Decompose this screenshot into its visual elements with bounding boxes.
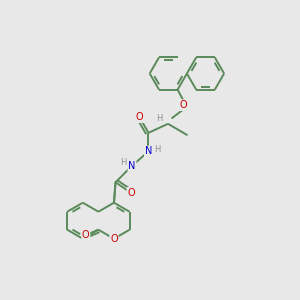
Text: H: H	[120, 158, 127, 167]
Text: O: O	[82, 230, 90, 240]
Text: H: H	[156, 114, 162, 123]
Text: N: N	[128, 161, 136, 171]
Text: O: O	[110, 234, 118, 244]
Text: O: O	[127, 188, 135, 198]
Text: H: H	[154, 145, 160, 154]
Text: N: N	[145, 146, 152, 156]
Text: O: O	[179, 100, 187, 110]
Text: O: O	[136, 112, 143, 122]
